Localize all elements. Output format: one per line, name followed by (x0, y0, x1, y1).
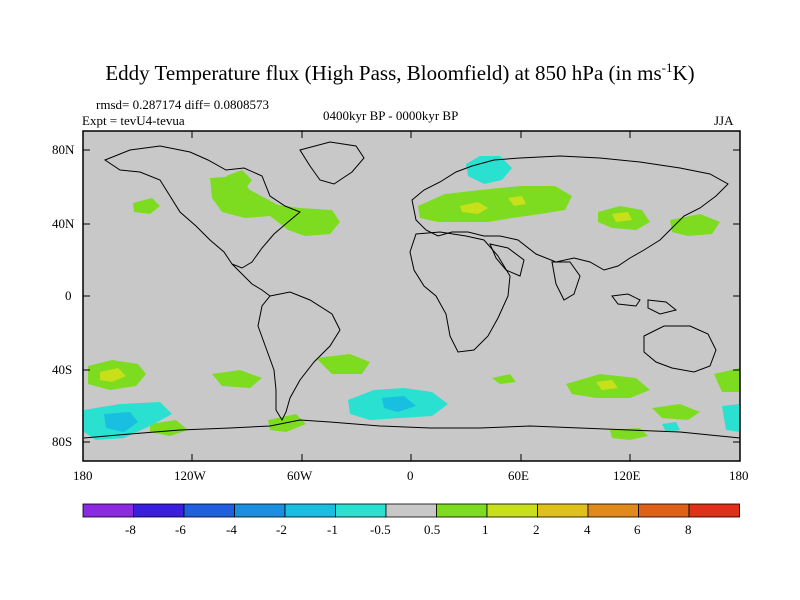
colorbar-label: 1 (482, 522, 489, 537)
anomaly-region-s-atlantic (316, 354, 370, 374)
anomaly-region-s-pacific-cold-core (104, 412, 138, 432)
y-tick-label: 80S (52, 434, 73, 449)
x-tick-label: 120E (613, 468, 641, 483)
coastlines (83, 141, 741, 439)
colorbar-box-10 (587, 503, 639, 518)
y-tick-label: 0 (65, 288, 72, 303)
anomaly-region-eurasia-core (460, 202, 488, 214)
x-tick-label: 180 (729, 468, 749, 483)
anomaly-region-japan (670, 214, 720, 236)
anomaly-region-s-atlantic-cold-core (382, 396, 416, 412)
anomaly-region-scandinavia (466, 156, 512, 184)
colorbar-box-0 (82, 503, 134, 518)
colorbar-box-1 (133, 503, 185, 518)
anomaly-region-s-australia-cold (722, 404, 740, 432)
axis-ticks (82, 131, 741, 461)
anomaly-region-eurasia (418, 186, 572, 222)
anomaly-region-n-america-2 (226, 170, 252, 188)
anomaly-region-s-ocean-cold (662, 422, 680, 432)
colorbar-label: 4 (584, 522, 591, 537)
negative-anomaly-regions (84, 156, 740, 440)
colorbar-label: -1 (327, 522, 338, 537)
x-tick-label: 60E (508, 468, 529, 483)
colorbar (82, 503, 740, 518)
colorbar-box-2 (183, 503, 235, 518)
colorbar-label: 6 (634, 522, 641, 537)
stats-label: rmsd= 0.287174 diff= 0.0808573 (96, 97, 269, 112)
y-tick-label: 40N (52, 216, 75, 231)
anomaly-region-n-america (210, 176, 340, 236)
anomaly-region-s-pacific-w-core (100, 368, 126, 382)
anomaly-region-s-ocean-4 (610, 428, 648, 440)
anomaly-region-ne-asia-core (612, 212, 632, 222)
x-tick-label: 120W (174, 468, 206, 483)
colorbar-box-8 (486, 503, 538, 518)
anomaly-region-s-ocean-5 (492, 374, 516, 384)
colorbar-box-9 (537, 503, 589, 518)
colorbar-label: -8 (125, 522, 136, 537)
y-tick-label: 80N (52, 142, 75, 157)
anomaly-region-eurasia-core-2 (508, 196, 526, 206)
chart-title: Eddy Temperature flux (High Pass, Bloomf… (105, 60, 695, 85)
colorbar-box-7 (436, 503, 488, 518)
period-label: 0400kyr BP - 0000kyr BP (323, 108, 459, 123)
colorbar-label: 2 (533, 522, 540, 537)
anomaly-region-pacific-ne (133, 198, 160, 214)
x-tick-label: 60W (287, 468, 313, 483)
colorbar-label: -4 (226, 522, 237, 537)
colorbar-box-11 (638, 503, 690, 518)
colorbar-label: 8 (685, 522, 692, 537)
colorbar-label: 0.5 (424, 522, 441, 537)
colorbar-box-6 (385, 503, 437, 518)
colorbar-label: -6 (175, 522, 186, 537)
experiment-label: Expt = tevU4-tevua (82, 113, 185, 128)
anomaly-region-s-ocean-3 (652, 404, 700, 420)
x-tick-label: 180 (73, 468, 93, 483)
anomaly-region-s-pacific-mid (212, 370, 262, 388)
colorbar-box-3 (234, 503, 286, 518)
colorbar-label: -0.5 (370, 522, 391, 537)
season-label: JJA (714, 113, 734, 128)
colorbar-label: -2 (276, 522, 287, 537)
positive-anomaly-regions (88, 170, 740, 440)
anomaly-region-s-australia (714, 368, 740, 392)
colorbar-box-12 (688, 503, 740, 518)
y-tick-label: 40S (52, 362, 73, 377)
x-tick-label: 0 (407, 468, 414, 483)
colorbar-box-4 (284, 503, 336, 518)
anomaly-region-s-indian-core (596, 380, 618, 390)
colorbar-box-5 (335, 503, 387, 518)
